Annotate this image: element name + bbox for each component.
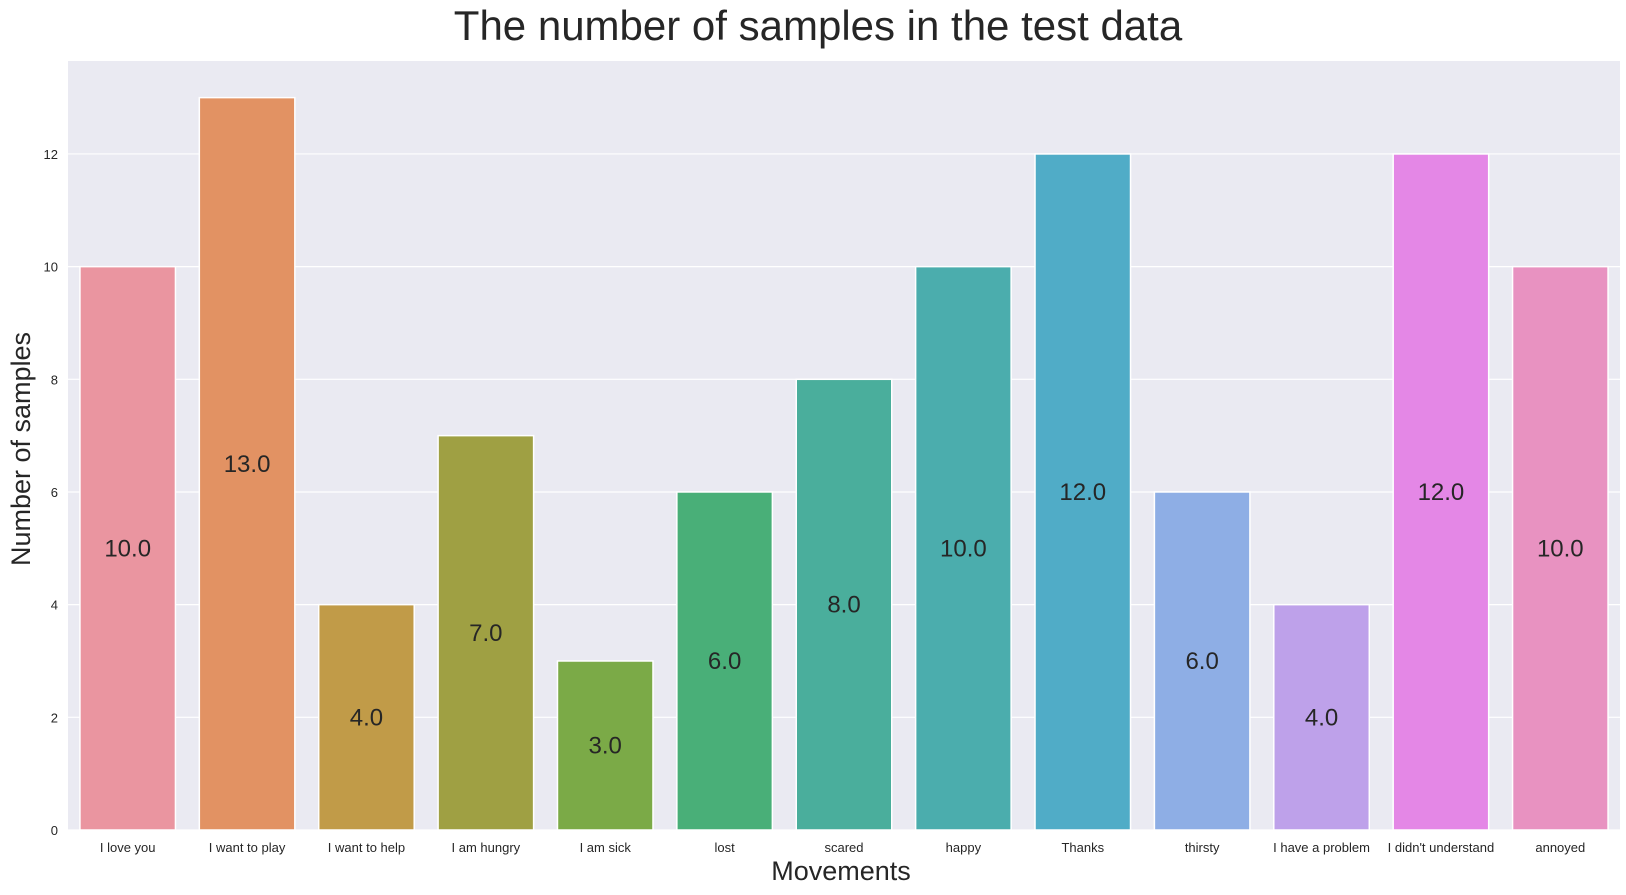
x-tick-label: annoyed: [1535, 840, 1585, 855]
bar-happy: [914, 265, 1012, 831]
bar-i-have-a-problem: [1273, 603, 1371, 831]
y-tick-label: 4: [51, 598, 58, 613]
bar-i-want-to-help: [317, 603, 415, 831]
chart-title: The number of samples in the test data: [454, 2, 1183, 49]
bar-i-am-hungry: [437, 434, 535, 831]
x-tick-label: thirsty: [1185, 840, 1220, 855]
bar-thirsty: [1153, 491, 1251, 831]
x-tick-label: I am sick: [580, 840, 632, 855]
x-tick-label: I have a problem: [1273, 840, 1370, 855]
x-tick-label: I didn't understand: [1388, 840, 1495, 855]
bar-value-label: 10.0: [940, 535, 987, 562]
bar-value-label: 12.0: [1059, 479, 1106, 506]
bar-value-label: 12.0: [1418, 479, 1465, 506]
bar-value-label: 4.0: [350, 704, 383, 731]
bar-value-label: 10.0: [104, 535, 151, 562]
x-axis-label: Movements: [771, 856, 911, 886]
x-tick-label: I am hungry: [452, 840, 521, 855]
x-tick-label: Thanks: [1061, 840, 1104, 855]
y-tick-label: 10: [44, 260, 58, 275]
bar-value-label: 10.0: [1537, 535, 1584, 562]
y-tick-label: 6: [51, 485, 58, 500]
y-tick-label: 0: [51, 823, 58, 838]
bar-annoyed: [1511, 265, 1609, 831]
bar-i-want-to-play: [198, 96, 296, 831]
bar-scared: [795, 378, 893, 831]
bar-value-label: 3.0: [589, 732, 622, 759]
y-tick-label: 2: [51, 710, 58, 725]
bar-value-label: 6.0: [1185, 648, 1218, 675]
x-tick-label: I want to play: [209, 840, 286, 855]
y-tick-label: 8: [51, 372, 58, 387]
bar-value-label: 8.0: [827, 592, 860, 619]
bar-value-label: 6.0: [708, 648, 741, 675]
x-axis-ticks: I love you I want to play I want to help I …: [100, 840, 1585, 855]
y-axis-ticks: 0 2 4 6 8 10 12: [44, 147, 58, 838]
bar-lost: [676, 491, 774, 831]
x-tick-label: scared: [824, 840, 863, 855]
bar-value-label: 13.0: [224, 451, 271, 478]
x-tick-label: I want to help: [328, 840, 405, 855]
bar-i-love-you: [79, 265, 177, 831]
bar-value-label: 7.0: [469, 620, 502, 647]
bar-value-labels: 10.0 13.0 4.0 7.0 3.0 6.0 8.0 10.0 12.0 6.0 4.0 12.…: [104, 451, 1583, 760]
y-axis-label: Number of samples: [6, 332, 36, 566]
x-tick-label: I love you: [100, 840, 156, 855]
y-tick-label: 12: [44, 147, 58, 162]
x-tick-label: lost: [714, 840, 735, 855]
bar-thanks: [1034, 153, 1132, 831]
bar-i-am-sick: [556, 660, 654, 831]
x-tick-label: happy: [946, 840, 982, 855]
bar-i-didn-t-understand: [1392, 153, 1490, 831]
bars: [79, 96, 1609, 831]
bar-value-label: 4.0: [1305, 704, 1338, 731]
